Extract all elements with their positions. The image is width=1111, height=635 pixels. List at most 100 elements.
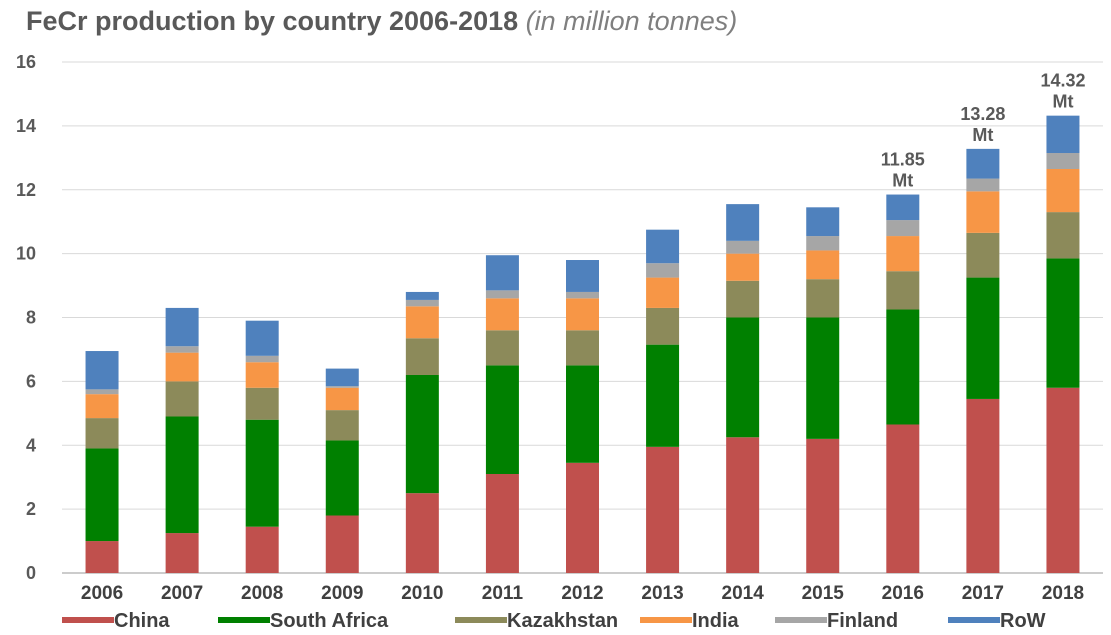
bar-segment-finland bbox=[485, 290, 519, 299]
bar-segment-kazakhstan bbox=[1046, 212, 1080, 259]
bar-segment-row bbox=[1046, 115, 1080, 154]
legend: China South Africa Kazakhstan India Finland R… bbox=[62, 610, 1046, 632]
x-tick-label: 2012 bbox=[561, 583, 603, 604]
bar-segment-south-africa bbox=[726, 317, 760, 438]
y-tick-label: 4 bbox=[26, 435, 36, 455]
bar-segment-kazakhstan bbox=[566, 330, 599, 366]
bar-segment-kazakhstan bbox=[245, 387, 279, 420]
bar-segment-row bbox=[85, 351, 119, 390]
bar-segment-india bbox=[165, 352, 199, 382]
bar-segment-india bbox=[646, 277, 680, 308]
legend-label: China bbox=[114, 610, 170, 632]
bar-segment-south-africa bbox=[566, 365, 599, 463]
x-tick-label: 2007 bbox=[161, 583, 203, 604]
bar-segment-finland bbox=[806, 236, 840, 251]
bar-segment-india bbox=[85, 394, 119, 419]
bar-segment-south-africa bbox=[405, 374, 439, 494]
bar-segment-south-africa bbox=[245, 419, 279, 527]
bar-segment-row bbox=[966, 148, 1000, 179]
bar-segment-china bbox=[566, 462, 599, 573]
bar-segment-south-africa bbox=[1046, 258, 1080, 388]
y-tick-label: 8 bbox=[26, 308, 36, 328]
bar-segment-south-africa bbox=[85, 448, 119, 542]
x-tick-label: 2018 bbox=[1042, 583, 1084, 604]
bar-segment-south-africa bbox=[325, 440, 359, 516]
total-annotation: 11.85 bbox=[881, 150, 925, 170]
total-annotation: 13.28 bbox=[960, 104, 1005, 124]
bar-segment-china bbox=[245, 526, 279, 573]
x-tick-label: 2017 bbox=[962, 583, 1004, 604]
bar-segment-kazakhstan bbox=[806, 279, 840, 318]
x-tick-label: 2006 bbox=[81, 583, 123, 604]
bars bbox=[85, 115, 1080, 573]
bar-segment-kazakhstan bbox=[165, 381, 199, 417]
bar-segment-row bbox=[325, 368, 359, 387]
bar-segment-china bbox=[405, 493, 439, 573]
y-tick-label: 10 bbox=[16, 244, 36, 264]
bar-segment-finland bbox=[646, 263, 680, 278]
total-annotation: Mt bbox=[1052, 92, 1073, 112]
bar-segment-india bbox=[886, 236, 920, 272]
bar-segment-china bbox=[85, 541, 119, 573]
x-tick-label: 2008 bbox=[241, 583, 283, 604]
bar-segment-india bbox=[566, 298, 599, 331]
bar-segment-india bbox=[245, 362, 279, 388]
legend-label: Kazakhstan bbox=[507, 610, 618, 632]
bar-segment-india bbox=[325, 387, 359, 411]
bar-segment-china bbox=[646, 446, 680, 573]
chart-title-main: FeCr production by country 2006-2018 bbox=[26, 6, 519, 36]
x-tick-label: 2015 bbox=[802, 583, 845, 604]
bar-segment-row bbox=[165, 307, 199, 347]
bar-segment-finland bbox=[165, 346, 199, 353]
bar-segment-south-africa bbox=[806, 317, 840, 439]
bar-segment-china bbox=[325, 515, 359, 573]
bar-segment-row bbox=[886, 194, 920, 221]
legend-label: India bbox=[692, 610, 740, 632]
total-annotation: Mt bbox=[972, 125, 993, 145]
chart-subtitle: (in million tonnes) bbox=[525, 6, 738, 36]
x-tick-label: 2009 bbox=[321, 583, 363, 604]
bar-segment-finland bbox=[726, 240, 760, 254]
bar-segment-finland bbox=[966, 178, 1000, 192]
bar-segment-finland bbox=[886, 220, 920, 237]
x-tick-label: 2010 bbox=[401, 583, 443, 604]
legend-label: RoW bbox=[1000, 610, 1046, 632]
y-tick-label: 0 bbox=[26, 563, 36, 583]
y-tick-label: 2 bbox=[26, 499, 36, 519]
bar-segment-kazakhstan bbox=[966, 232, 1000, 278]
bar-segment-south-africa bbox=[886, 309, 920, 425]
bar-segment-india bbox=[485, 298, 519, 331]
x-tick-label: 2011 bbox=[482, 583, 524, 604]
bar-segment-india bbox=[726, 253, 760, 281]
bar-segment-china bbox=[806, 438, 840, 573]
x-tick-label: 2016 bbox=[882, 583, 924, 604]
chart-title: FeCr production by country 2006-2018 (in… bbox=[26, 6, 737, 37]
bar-segment-kazakhstan bbox=[325, 410, 359, 441]
bar-segment-row bbox=[245, 320, 279, 356]
legend-label: Finland bbox=[827, 610, 898, 632]
bar-segment-india bbox=[806, 250, 840, 280]
bar-segment-row bbox=[806, 207, 840, 237]
y-tick-label: 14 bbox=[16, 116, 36, 136]
x-tick-label: 2013 bbox=[641, 583, 683, 604]
bar-segment-south-africa bbox=[646, 344, 680, 447]
bar-segment-row bbox=[485, 255, 519, 291]
total-annotation: 14.32 bbox=[1040, 71, 1085, 91]
bar-segment-row bbox=[566, 260, 599, 292]
bar-segment-kazakhstan bbox=[485, 330, 519, 366]
bar-segment-china bbox=[886, 424, 920, 573]
bar-segment-south-africa bbox=[165, 416, 199, 534]
bar-segment-finland bbox=[85, 389, 119, 395]
y-tick-label: 12 bbox=[16, 180, 36, 200]
axis-labels: 0 2 4 6 8 10 12 14 16 2006 2007 2008 2009 2010 2011 201… bbox=[16, 52, 1086, 604]
bar-segment-india bbox=[1046, 168, 1080, 213]
x-tick-label: 2014 bbox=[722, 583, 765, 604]
bar-segment-row bbox=[405, 291, 439, 300]
bar-segment-row bbox=[726, 204, 760, 241]
bar-segment-finland bbox=[566, 291, 599, 299]
bar-segment-india bbox=[966, 191, 1000, 233]
bar-segment-south-africa bbox=[966, 277, 1000, 399]
bar-segment-china bbox=[485, 473, 519, 573]
bar-segment-kazakhstan bbox=[405, 338, 439, 375]
